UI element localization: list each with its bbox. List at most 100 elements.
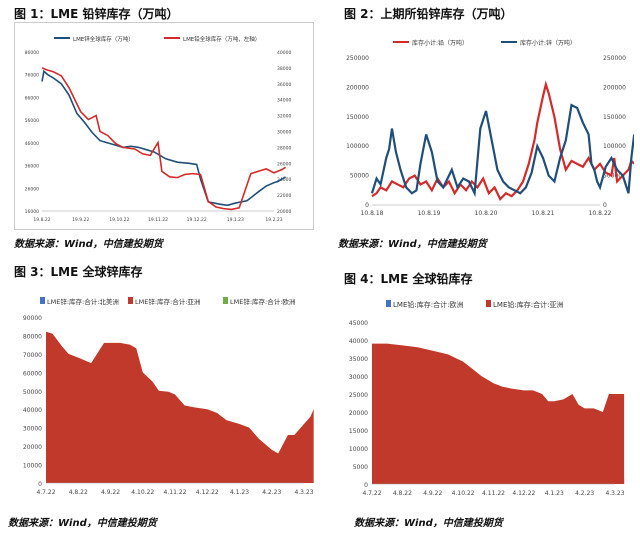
y-right-tick-label: 250000 <box>603 55 626 62</box>
legend-label: LME锌:库存:合计:北美洲 <box>47 297 119 306</box>
y-tick-label: 50000 <box>23 389 42 396</box>
x-tick-label: 19.11.22 <box>148 217 168 223</box>
y-right-tick-label: 22000 <box>277 193 291 199</box>
x-tick-label: 19.12.22 <box>187 217 207 223</box>
y-right-tick-label: 0 <box>603 202 607 209</box>
y-tick-label: 40000 <box>349 338 368 345</box>
chart3-title: 图 3：LME 全球锌库存 <box>14 265 143 279</box>
y-tick-label: 30000 <box>349 374 368 381</box>
x-tick-label: 4.7.22 <box>362 490 381 497</box>
legend-label: LME锌:库存:合计:亚洲 <box>135 297 200 306</box>
legend-label: LME锌:库存:合计:欧洲 <box>230 297 295 306</box>
x-tick-label: 4.8.22 <box>69 489 88 496</box>
y-tick-label: 80000 <box>23 333 42 340</box>
legend-swatch <box>223 297 228 304</box>
x-tick-label: 4.2.23 <box>575 490 594 497</box>
x-tick-label: 19.2.23 <box>265 217 282 223</box>
y-right-tick-label: 38000 <box>277 66 291 72</box>
legend-label: LME铅:库存:合计:亚洲 <box>493 300 563 309</box>
chart2-svg: 0 50000 100000 150000 200000 250000 0 50000 1000… <box>346 39 634 217</box>
x-tick-label: 10.8.20 <box>475 210 498 217</box>
legend-label: LME铅全球库存（万吨，左轴） <box>183 35 260 43</box>
y-tick-label: 25000 <box>349 392 368 399</box>
y-left-tick-label: 86000 <box>25 50 39 56</box>
y-right-tick-label: 28000 <box>277 145 291 151</box>
chart2-title: 图 2：上期所铅锌库存（万吨） <box>344 7 513 21</box>
x-tick-label: 4.8.22 <box>393 490 412 497</box>
chart3-svg: 0 10000 20000 30000 40000 50000 60000 70000 8000… <box>23 297 314 496</box>
x-tick-label: 10.8.22 <box>589 210 612 217</box>
y-left-tick-label: 76000 <box>25 73 39 79</box>
y-left-tick-label: 150000 <box>346 114 369 121</box>
x-tick-label: 10.8.19 <box>418 210 441 217</box>
y-right-tick-label: 40000 <box>277 50 291 56</box>
x-tick-label: 4.12.22 <box>512 490 535 497</box>
y-tick-label: 45000 <box>349 320 368 327</box>
y-right-tick-label: 50000 <box>603 173 622 180</box>
x-tick-label: 4.1.23 <box>545 490 564 497</box>
x-tick-label: 4.12.22 <box>196 489 219 496</box>
y-left-tick-label: 66000 <box>25 95 39 101</box>
chart4-source: 数据来源：Wind，中信建投期货 <box>354 518 503 529</box>
y-tick-label: 35000 <box>349 356 368 363</box>
legend-swatch <box>40 297 45 304</box>
y-right-tick-label: 34000 <box>277 98 291 104</box>
legend-label: 库存小计:锌（万吨） <box>520 39 576 47</box>
y-right-tick-label: 30000 <box>277 130 291 136</box>
y-tick-label: 0 <box>38 481 42 488</box>
legend-label: 库存小计:铅（万吨） <box>412 39 468 47</box>
y-right-tick-label: 200000 <box>603 84 626 91</box>
y-left-tick-label: 46000 <box>25 141 39 147</box>
x-tick-label: 4.1.23 <box>230 489 249 496</box>
series-area-2 <box>46 331 314 483</box>
chart1-svg: 16000 26000 36000 46000 56000 66000 76000 86000… <box>14 22 314 230</box>
y-tick-label: 40000 <box>23 407 42 414</box>
y-left-tick-label: 200000 <box>346 84 369 91</box>
y-left-tick-label: 0 <box>365 202 369 209</box>
y-left-tick-label: 100000 <box>346 143 369 150</box>
y-left-tick-label: 56000 <box>25 118 39 124</box>
x-tick-label: 4.3.23 <box>605 490 624 497</box>
y-right-tick-label: 36000 <box>277 82 291 88</box>
legend-swatch <box>128 297 133 304</box>
x-tick-label: 4.10.22 <box>131 489 154 496</box>
x-tick-label: 4.7.22 <box>36 489 55 496</box>
y-tick-label: 5000 <box>353 464 368 471</box>
y-tick-label: 10000 <box>23 463 42 470</box>
legend-swatch <box>486 300 491 307</box>
series-line-2 <box>370 103 634 198</box>
y-left-tick-label: 26000 <box>25 186 39 192</box>
chart1-title: 图 1：LME 铅锌库存（万吨） <box>14 7 179 21</box>
y-tick-label: 15000 <box>349 428 368 435</box>
y-right-tick-label: 32000 <box>277 114 291 120</box>
y-tick-label: 0 <box>364 482 368 489</box>
series-line-2 <box>41 67 287 211</box>
series-line-1 <box>41 69 287 207</box>
series-area-2 <box>372 343 625 484</box>
y-tick-label: 20000 <box>349 410 368 417</box>
y-tick-label: 20000 <box>23 444 42 451</box>
x-tick-label: 10.8.18 <box>361 210 384 217</box>
y-right-tick-label: 20000 <box>277 209 291 215</box>
chart4-title: 图 4：LME 全球铅库存 <box>344 272 473 286</box>
y-tick-label: 70000 <box>23 352 42 359</box>
y-tick-label: 10000 <box>349 446 368 453</box>
y-right-tick-label: 26000 <box>277 161 291 167</box>
x-tick-label: 4.9.22 <box>423 490 442 497</box>
y-left-tick-label: 250000 <box>346 55 369 62</box>
x-tick-label: 19.9.22 <box>72 217 89 223</box>
chart3-source: 数据来源：Wind，中信建投期货 <box>8 518 157 529</box>
y-right-tick-label: 150000 <box>603 114 626 121</box>
x-tick-label: 4.10.22 <box>452 490 475 497</box>
x-tick-label: 10.8.21 <box>532 210 555 217</box>
legend-label: LME锌全球库存（万吨） <box>73 35 134 43</box>
chart1-frame <box>14 22 314 230</box>
y-left-tick-label: 50000 <box>350 173 369 180</box>
x-tick-label: 4.3.23 <box>294 489 313 496</box>
y-right-tick-label: 24000 <box>277 177 291 183</box>
x-tick-label: 4.2.23 <box>262 489 281 496</box>
x-tick-label: 4.11.22 <box>164 489 187 496</box>
legend-label: LME铅:库存:合计:欧洲 <box>393 300 463 309</box>
y-tick-label: 90000 <box>23 315 42 322</box>
y-tick-label: 60000 <box>23 370 42 377</box>
